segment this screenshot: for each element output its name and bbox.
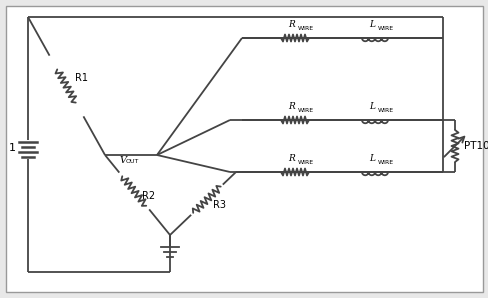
Text: WIRE: WIRE [377,26,393,31]
Text: R: R [288,102,295,111]
Text: R3: R3 [213,200,225,210]
Text: R1: R1 [74,73,87,83]
Text: L: L [368,102,374,111]
Text: WIRE: WIRE [297,26,313,31]
Text: R: R [288,20,295,29]
Text: PT100: PT100 [463,141,488,151]
Text: L: L [368,20,374,29]
Text: WIRE: WIRE [297,160,313,165]
Text: WIRE: WIRE [377,108,393,113]
Text: WIRE: WIRE [297,108,313,113]
Text: 1: 1 [9,143,16,153]
Text: R: R [288,154,295,163]
Text: WIRE: WIRE [377,160,393,165]
Text: V: V [119,156,126,165]
Text: L: L [368,154,374,163]
Text: OUT: OUT [126,159,139,164]
Text: R2: R2 [142,191,155,201]
